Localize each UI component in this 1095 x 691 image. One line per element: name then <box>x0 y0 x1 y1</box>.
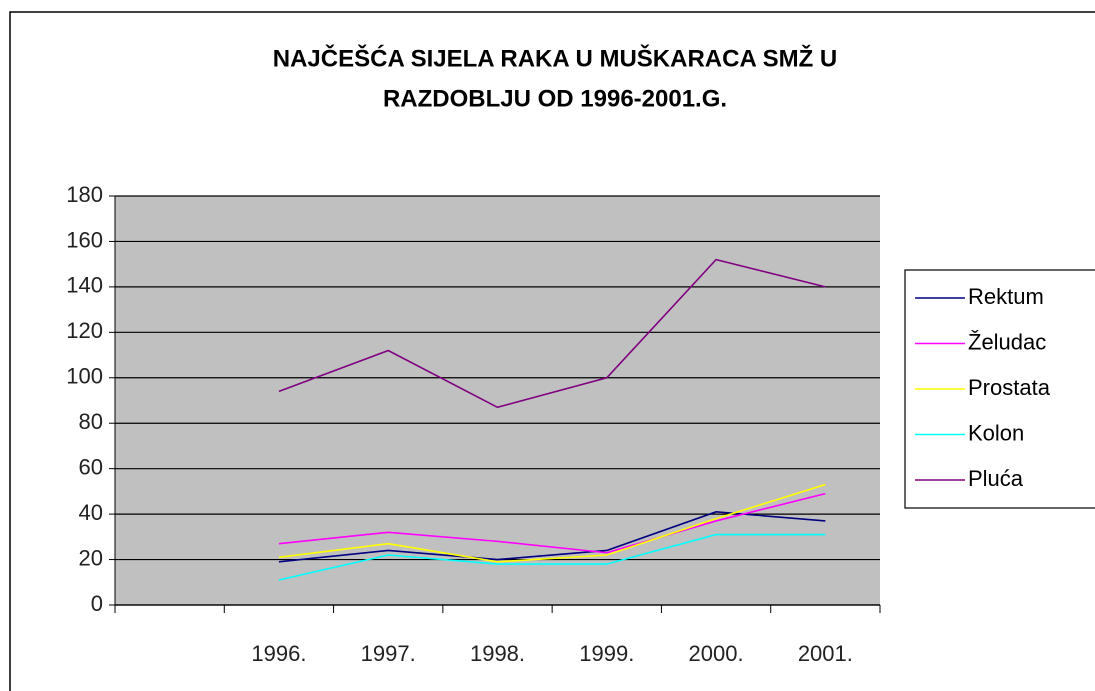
x-tick-label: 1999. <box>579 641 634 666</box>
x-tick-label: 1997. <box>361 641 416 666</box>
y-tick-label: 20 <box>79 545 103 570</box>
legend-label: Rektum <box>968 284 1044 309</box>
y-tick-label: 180 <box>66 182 103 207</box>
legend-label: Pluća <box>968 466 1024 491</box>
y-tick-label: 140 <box>66 273 103 298</box>
y-tick-label: 40 <box>79 500 103 525</box>
x-tick-label: 1996. <box>251 641 306 666</box>
y-tick-label: 60 <box>79 454 103 479</box>
legend-label: Prostata <box>968 375 1051 400</box>
plot-area <box>115 196 880 605</box>
y-tick-label: 120 <box>66 318 103 343</box>
x-tick-label: 1998. <box>470 641 525 666</box>
x-tick-label: 2000. <box>689 641 744 666</box>
chart-title: RAZDOBLJU OD 1996-2001.G. <box>383 85 727 112</box>
y-tick-label: 0 <box>91 591 103 616</box>
series-line <box>278 533 826 581</box>
y-tick-label: 100 <box>66 364 103 389</box>
chart-title: NAJČEŠĆA SIJELA RAKA U MUŠKARACA SMŽ U <box>273 44 837 72</box>
series-line <box>278 483 826 563</box>
y-tick-label: 80 <box>79 409 103 434</box>
legend-label: Kolon <box>968 420 1024 445</box>
x-tick-label: 2001. <box>798 641 853 666</box>
series-line <box>278 492 826 554</box>
series-line <box>278 258 826 409</box>
y-tick-label: 160 <box>66 227 103 252</box>
legend-label: Želudac <box>968 329 1046 354</box>
